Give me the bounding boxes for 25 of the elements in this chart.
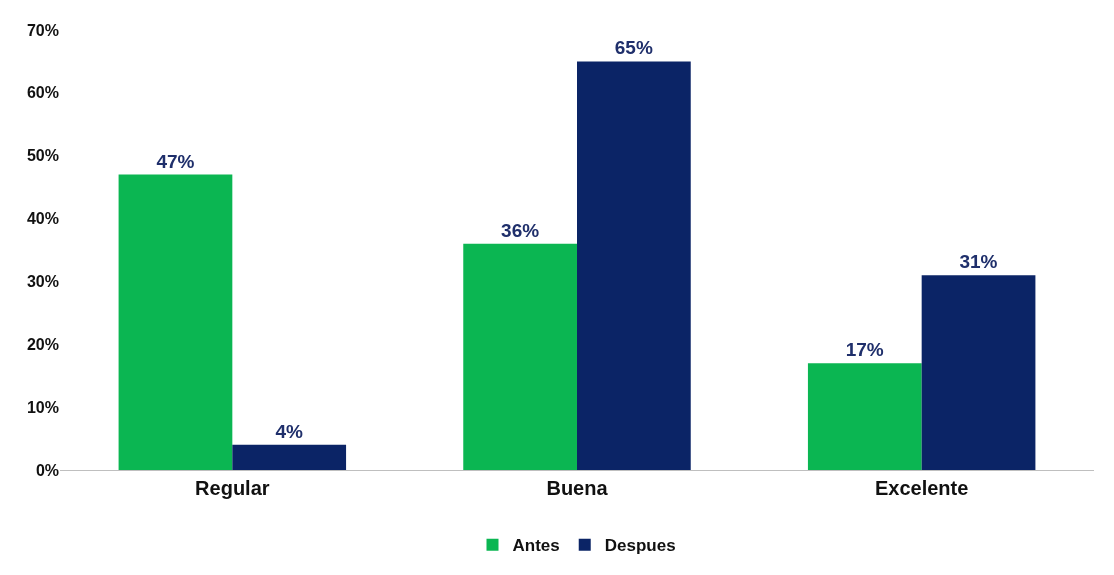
y-tick-label: 60% [26,84,59,102]
data-label: 36% [501,219,540,241]
data-label: 4% [275,420,303,442]
y-tick-label: 70% [26,21,59,39]
x-tick-label: Excelente [874,477,969,499]
legend-label: Antes [512,536,560,556]
data-label: 65% [614,37,653,59]
legend-label: Despues [604,536,676,556]
y-tick-label: 40% [26,210,59,228]
bar [463,243,577,470]
data-label: 31% [959,251,998,273]
bar [577,61,691,470]
y-tick-label: 50% [26,147,59,165]
bar [232,444,347,470]
y-tick-label: 30% [26,273,59,291]
y-tick-label: 20% [26,335,59,353]
x-tick-label: Buena [546,477,609,499]
y-tick-label: 0% [35,461,59,479]
bar [807,363,922,470]
bar [118,174,233,470]
data-label: 47% [156,150,195,172]
x-tick-label: Regular [195,477,270,499]
data-label: 17% [845,339,884,361]
bar [921,275,1036,470]
y-tick-label: 10% [26,398,59,416]
